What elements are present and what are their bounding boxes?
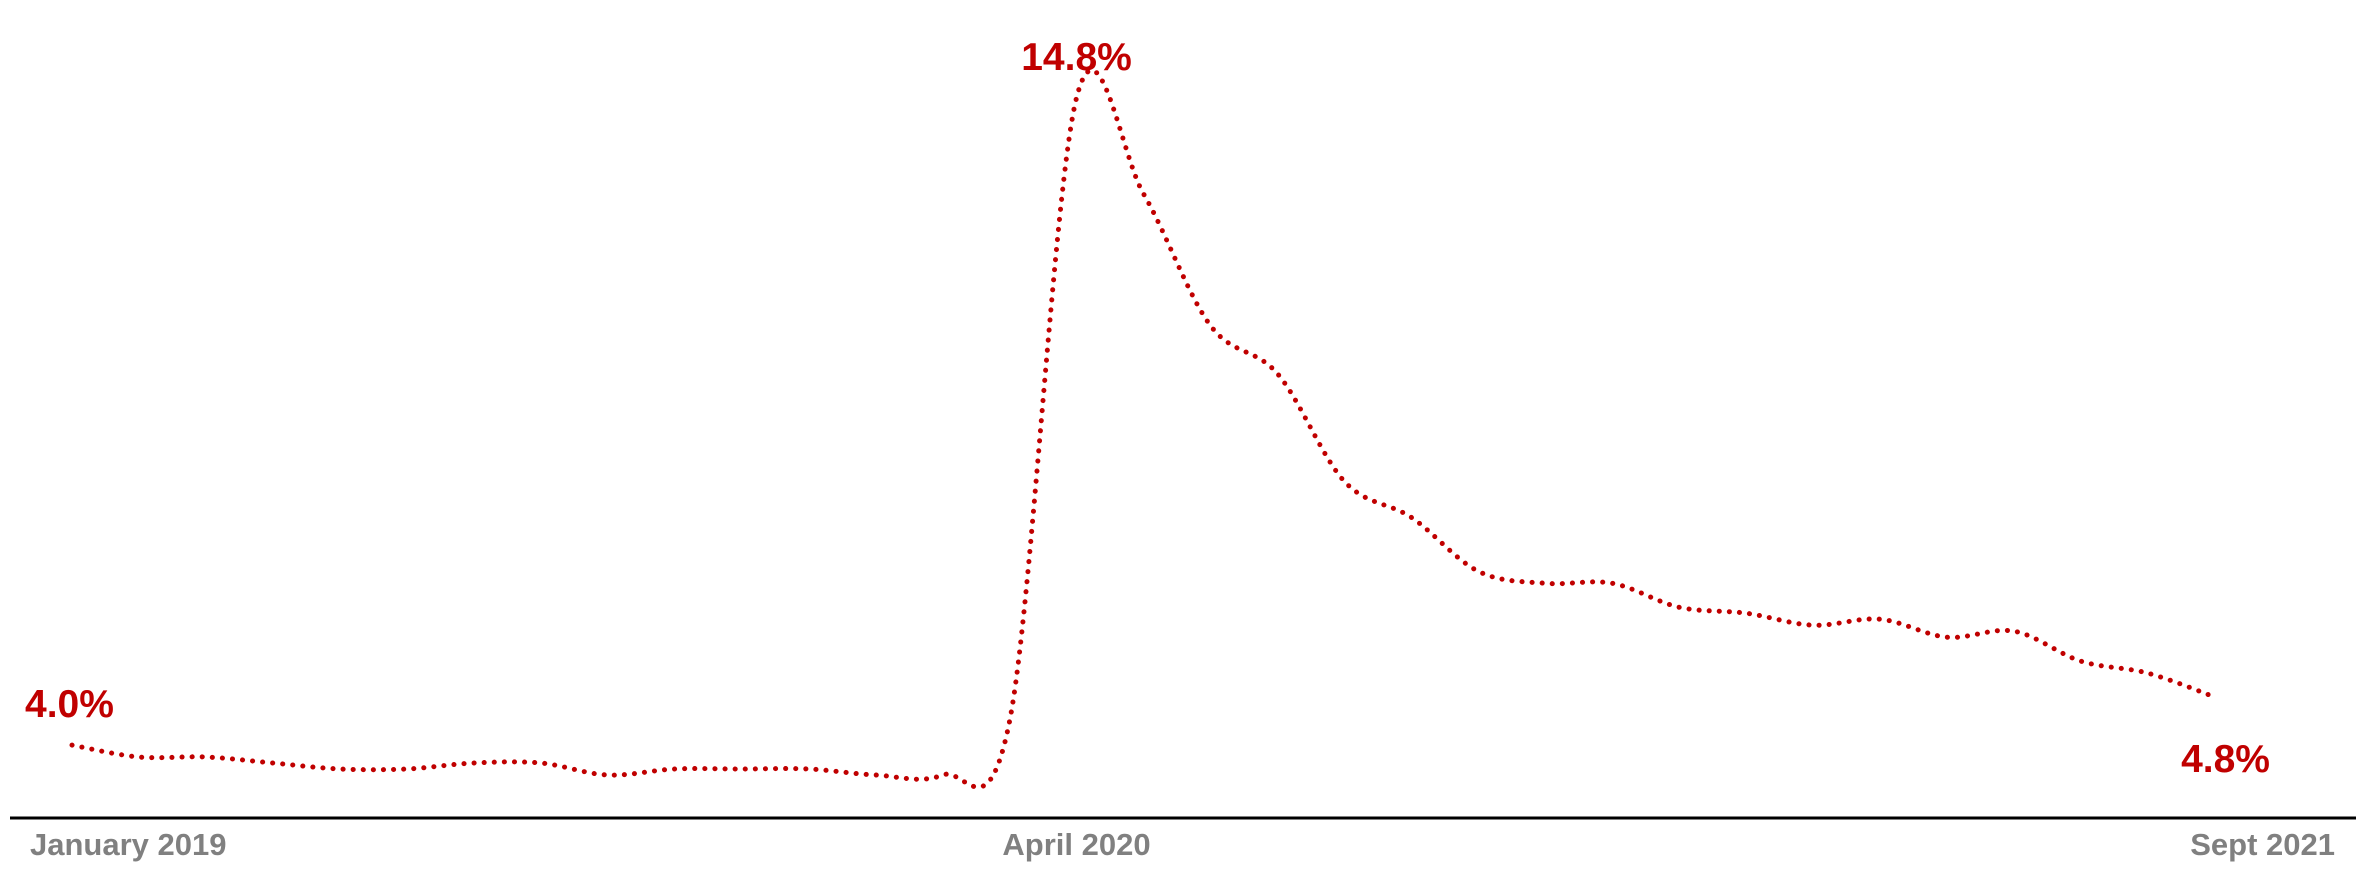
x-tick-label-january-2019: January 2019 — [30, 827, 226, 862]
x-tick-label-sept-2021: Sept 2021 — [2190, 827, 2335, 862]
data-label-end: 4.8% — [2181, 738, 2270, 781]
data-label-start: 4.0% — [25, 683, 114, 726]
data-label-peak: 14.8% — [1021, 36, 1132, 79]
series-line — [69, 67, 2218, 790]
x-tick-label-april-2020: April 2020 — [1002, 827, 1150, 862]
